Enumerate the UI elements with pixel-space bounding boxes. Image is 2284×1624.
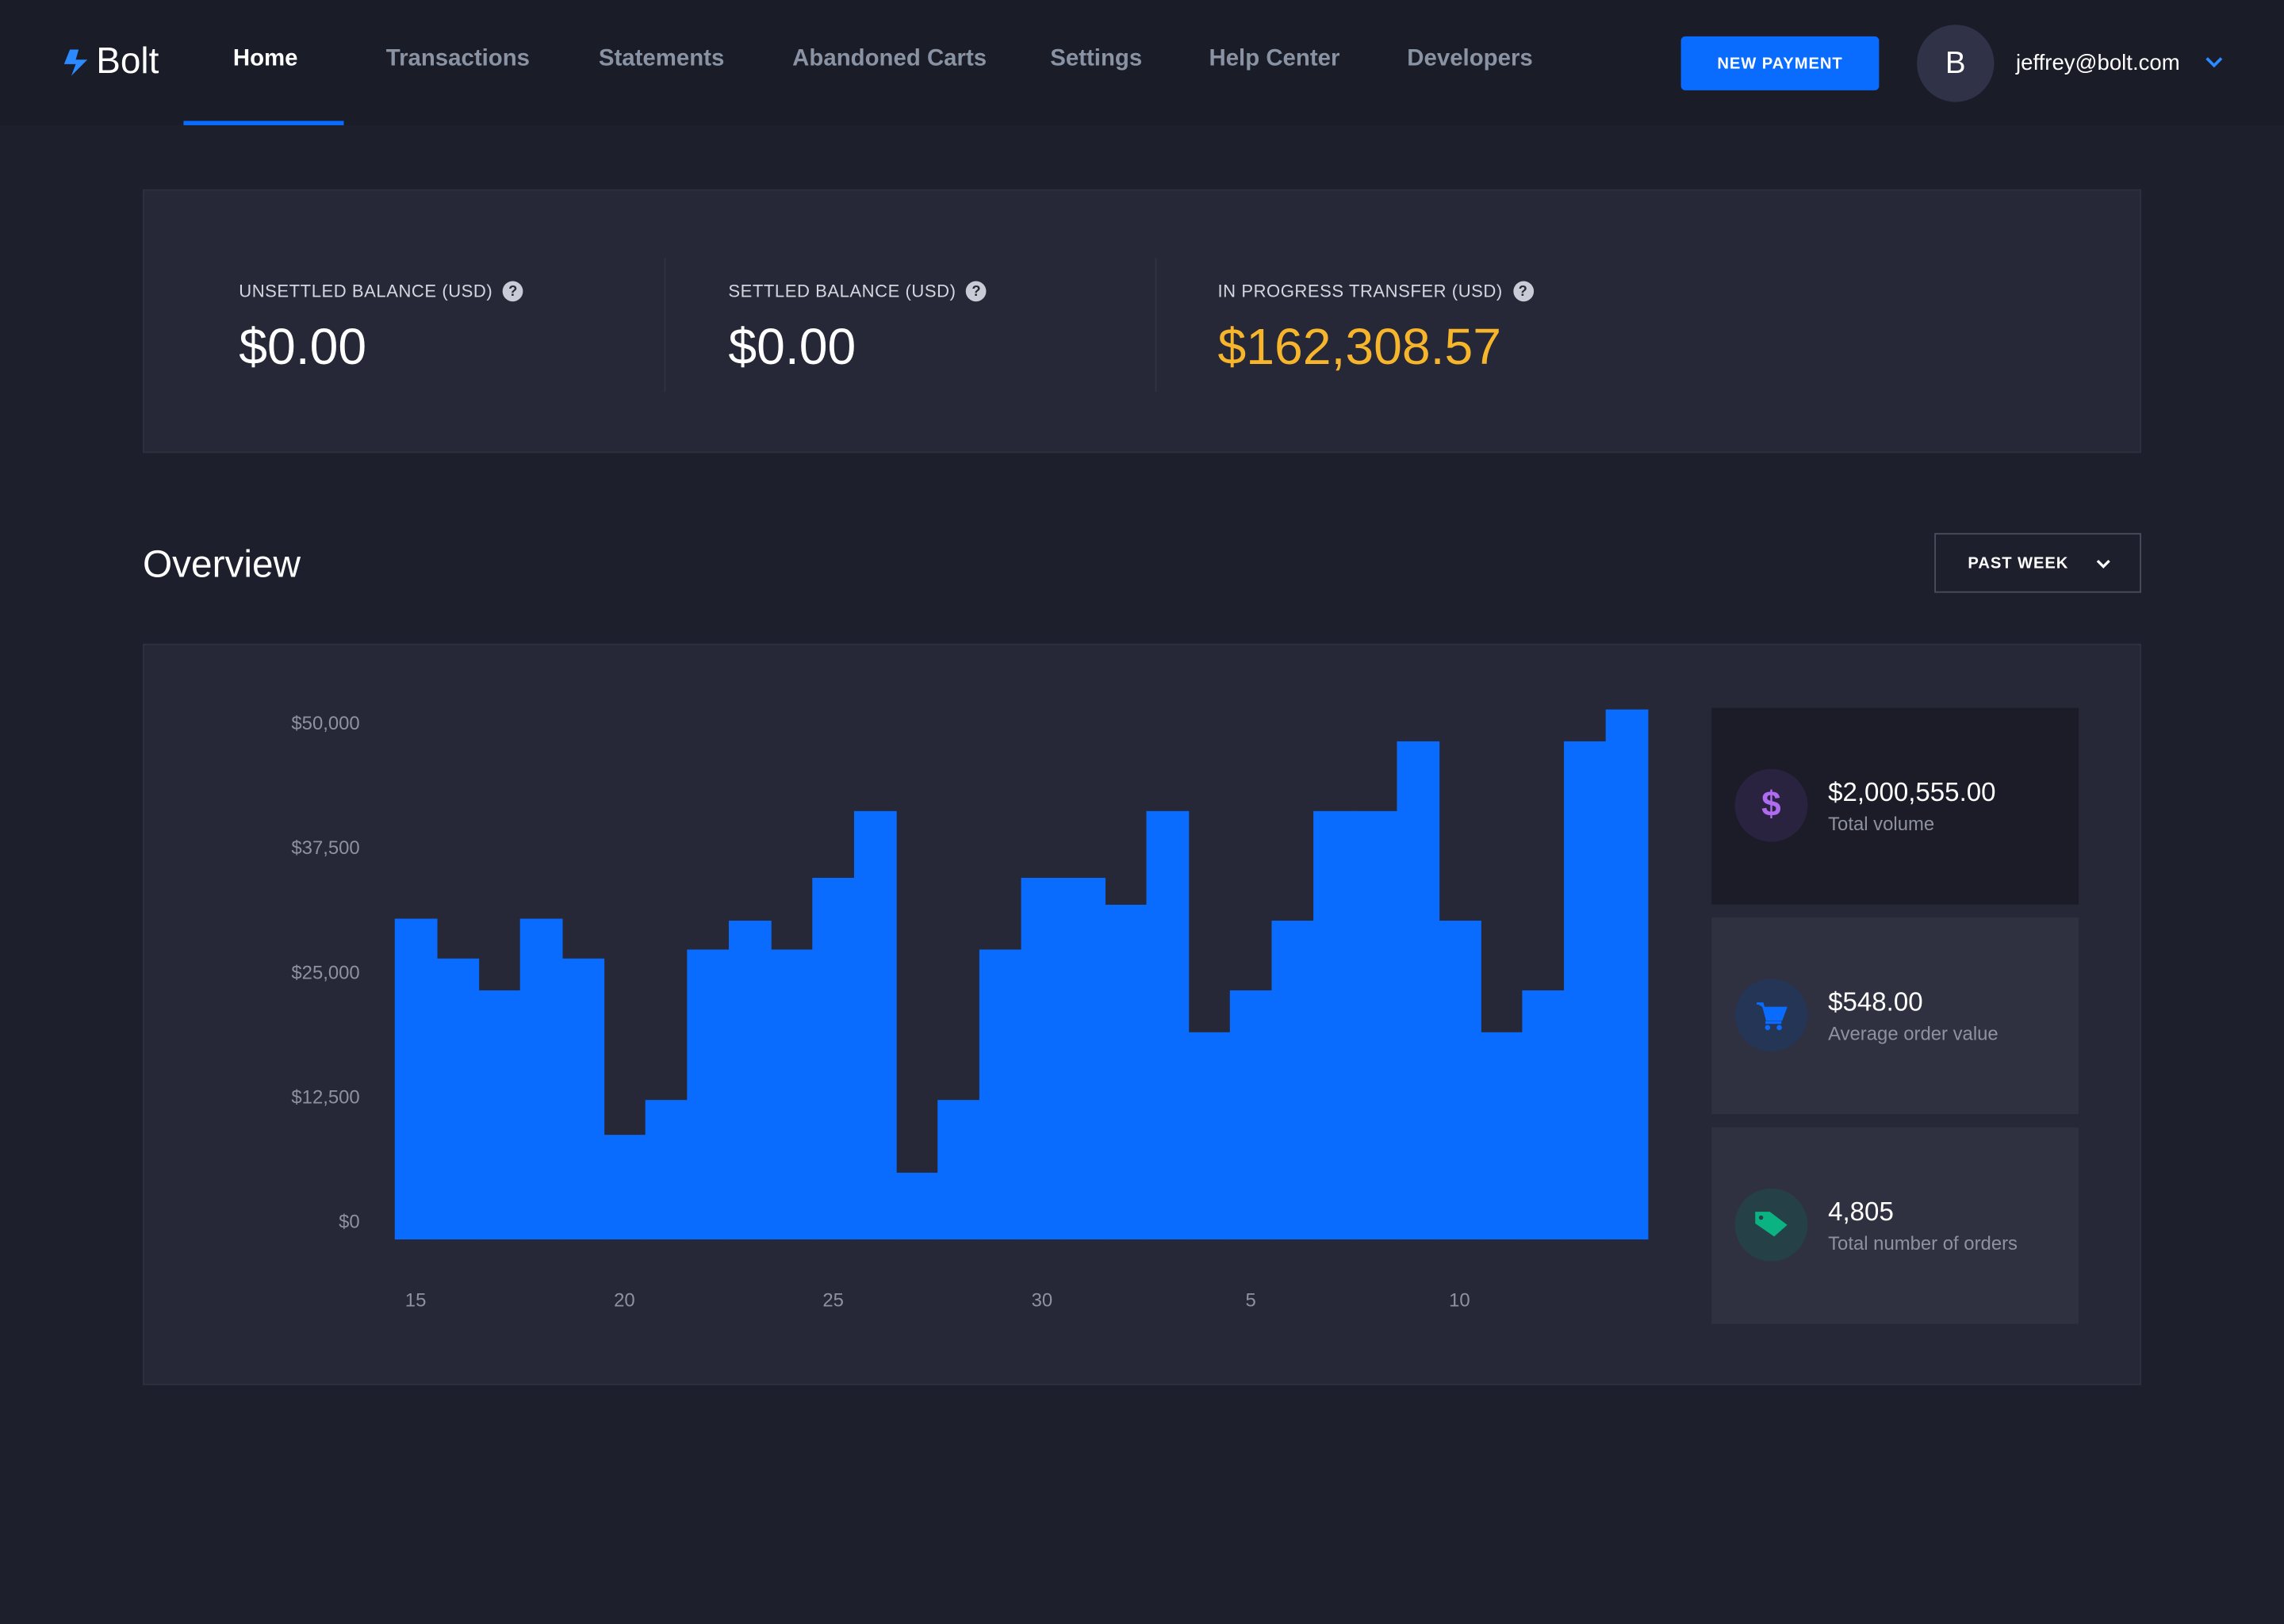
stat-label: Average order value [1828, 1022, 1998, 1044]
help-icon[interactable]: ? [966, 281, 987, 302]
balance-value: $162,308.57 [1217, 319, 1502, 376]
bar-8 [1355, 810, 1398, 1240]
bar-7 [1313, 810, 1356, 1240]
stat-value: 4,805 [1828, 1197, 1894, 1227]
bar-5 [1229, 990, 1273, 1240]
bar-24 [770, 949, 814, 1240]
stat-total-orders: 4,805 Total number of orders [1711, 1127, 2079, 1324]
bar-3 [1146, 810, 1190, 1240]
tag-icon [1734, 1188, 1808, 1262]
nav-settings[interactable]: Settings [1050, 46, 1143, 71]
chevron-down-icon[interactable] [2204, 52, 2225, 73]
bar-4 [1188, 1032, 1231, 1240]
bar-10 [1439, 921, 1481, 1240]
bar-6 [1271, 921, 1315, 1240]
bar-11 [1480, 1032, 1523, 1240]
volume-chart: $50,000 $37,500 $25,000 $12,500 $0 15 20 25 30 5 1… [291, 709, 1649, 1312]
bar-29 [979, 949, 1022, 1240]
bar-25 [812, 878, 856, 1240]
balance-label: IN PROGRESS TRANSFER (USD) [1217, 281, 1503, 302]
logo[interactable]: Bolt [61, 40, 159, 82]
help-icon[interactable]: ? [503, 281, 523, 302]
bar-1 [1063, 878, 1106, 1240]
bar-23 [728, 921, 772, 1240]
bar-14 [1605, 709, 1649, 1240]
bar-22 [687, 949, 730, 1240]
stat-value: $548.00 [1828, 987, 1923, 1017]
bar-15 [394, 918, 438, 1240]
user-email[interactable]: jeffrey@bolt.com [2016, 51, 2180, 76]
active-tab-indicator [183, 121, 344, 125]
y-tick-label: $50,000 [291, 713, 359, 734]
nav-statements[interactable]: Statements [598, 46, 725, 71]
cart-icon [1734, 979, 1808, 1052]
x-tick-label: 20 [614, 1290, 635, 1312]
bar-2 [1104, 904, 1148, 1240]
bar-9 [1397, 741, 1440, 1240]
bar-20 [604, 1135, 646, 1240]
period-select[interactable]: PAST WEEK [1934, 533, 2141, 593]
help-icon[interactable]: ? [1512, 281, 1534, 302]
top-nav: Bolt Home Transactions Statements Abando… [0, 0, 2284, 125]
stat-total-volume: $ $2,000,555.00 Total volume [1711, 707, 2079, 905]
x-tick-label: 10 [1449, 1290, 1470, 1312]
chevron-down-icon [2096, 559, 2110, 568]
bar-27 [895, 1172, 939, 1240]
bar-17 [478, 990, 521, 1240]
x-tick-label: 15 [405, 1290, 427, 1312]
x-tick-label: 25 [822, 1290, 844, 1312]
divider [664, 258, 666, 393]
bar-16 [436, 958, 480, 1240]
bar-13 [1564, 741, 1607, 1240]
bar-21 [645, 1100, 688, 1240]
nav-home[interactable]: Home [232, 46, 298, 71]
logo-text: Bolt [96, 40, 159, 82]
balance-value: $0.00 [728, 319, 856, 376]
nav-abandoned-carts[interactable]: Abandoned Carts [792, 46, 987, 71]
nav-developers[interactable]: Developers [1407, 46, 1533, 71]
nav-transactions[interactable]: Transactions [385, 46, 531, 71]
y-tick-label: $37,500 [291, 837, 359, 859]
bar-30 [1021, 878, 1064, 1240]
y-tick-label: $12,500 [291, 1086, 359, 1108]
avatar[interactable]: B [1917, 25, 1995, 102]
y-tick-label: $25,000 [291, 962, 359, 983]
balances-card: UNSETTLED BALANCE (USD)? $0.00 SETTLED B… [142, 189, 2141, 454]
balance-label: SETTLED BALANCE (USD) [728, 281, 956, 302]
new-payment-button[interactable]: NEW PAYMENT [1680, 36, 1880, 90]
bolt-icon [63, 48, 88, 75]
y-tick-label: $0 [339, 1211, 360, 1232]
bar-19 [561, 958, 605, 1240]
stat-value: $2,000,555.00 [1828, 777, 1996, 807]
overview-panel: $50,000 $37,500 $25,000 $12,500 $0 15 20 25 30 5 1… [142, 643, 2141, 1385]
period-label: PAST WEEK [1968, 553, 2069, 572]
bar-12 [1522, 990, 1565, 1240]
bar-18 [519, 918, 563, 1240]
bar-28 [937, 1100, 980, 1240]
x-tick-label: 30 [1032, 1290, 1053, 1312]
overview-title: Overview [142, 542, 301, 586]
divider [1155, 258, 1157, 393]
stat-label: Total volume [1828, 812, 1935, 835]
balance-value: $0.00 [239, 319, 367, 376]
nav-help-center[interactable]: Help Center [1209, 46, 1340, 71]
dollar-icon: $ [1734, 768, 1808, 842]
balance-label: UNSETTLED BALANCE (USD) [239, 281, 493, 302]
stat-average-order: $548.00 Average order value [1711, 917, 2079, 1115]
bar-26 [853, 810, 897, 1240]
x-tick-label: 5 [1245, 1290, 1255, 1312]
stat-label: Total number of orders [1828, 1231, 2018, 1254]
